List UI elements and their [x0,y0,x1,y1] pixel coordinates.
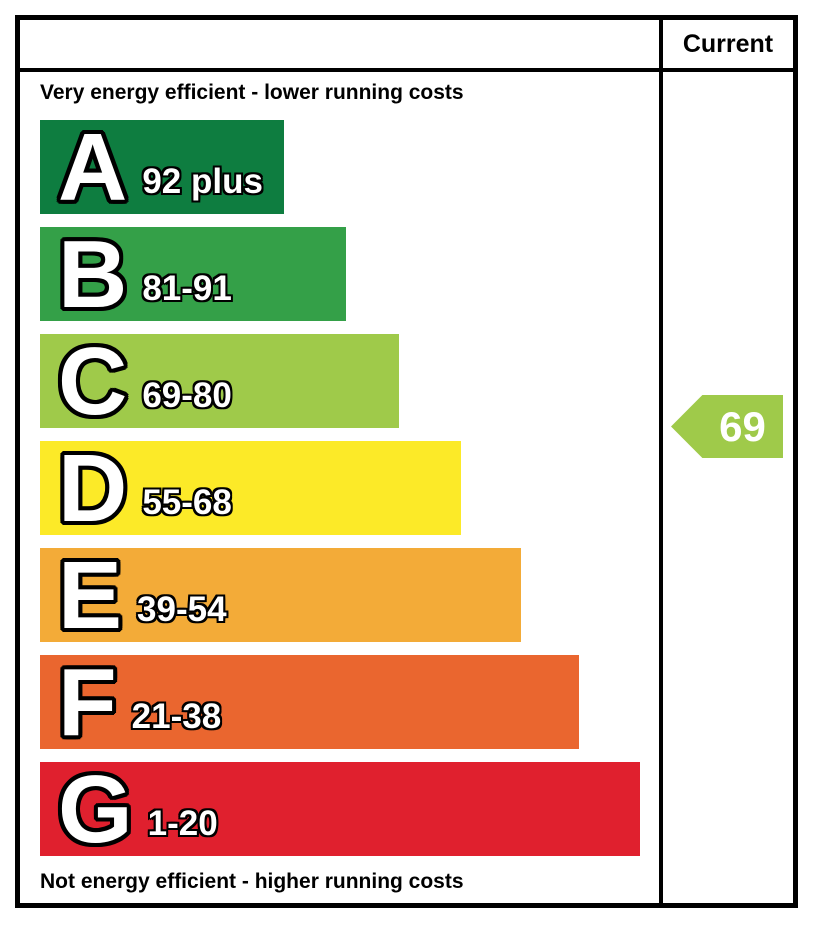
band-row-a: A 92 plus [40,114,284,221]
band-b-letter: B [58,221,128,328]
current-column-header: Current [682,29,774,58]
band-c-letter: C [58,328,128,435]
top-efficiency-label: Very energy efficient - lower running co… [40,81,464,104]
rating-area: Very energy efficient - lower running co… [20,72,659,903]
band-e-range: 39-54 [137,590,227,629]
column-divider [659,20,663,68]
current-column: 69 [663,72,793,903]
band-g-letter: G [58,756,133,863]
current-rating-arrow: 69 [671,395,783,458]
band-a-letter: A [58,114,128,221]
band-a-range: 92 plus [142,162,263,201]
rating-bands: A 92 plus B 81-91 C 69-80 D 55-68 [40,114,659,863]
chart-border-box: Current Very energy efficient - lower ru… [15,15,798,908]
band-c-range: 69-80 [142,376,232,415]
band-row-e: E 39-54 [40,542,521,649]
band-row-f: F 21-38 [40,649,579,756]
band-e-letter: E [58,542,123,649]
band-d-range: 55-68 [142,483,232,522]
column-divider [659,72,663,903]
band-row-d: D 55-68 [40,435,461,542]
band-f-letter: F [58,649,117,756]
band-d-letter: D [58,435,128,542]
band-row-b: B 81-91 [40,221,346,328]
band-b-range: 81-91 [142,269,232,308]
band-g-range: 1-20 [147,804,218,843]
header-row: Current [20,20,793,72]
body-row: Very energy efficient - lower running co… [20,72,793,903]
band-f-range: 21-38 [131,697,222,736]
current-rating-value: 69 [719,402,766,450]
band-row-g: G 1-20 [40,756,640,863]
bottom-efficiency-label: Not energy efficient - higher running co… [40,870,464,893]
band-row-c: C 69-80 [40,328,399,435]
header-empty-cell [20,20,659,68]
